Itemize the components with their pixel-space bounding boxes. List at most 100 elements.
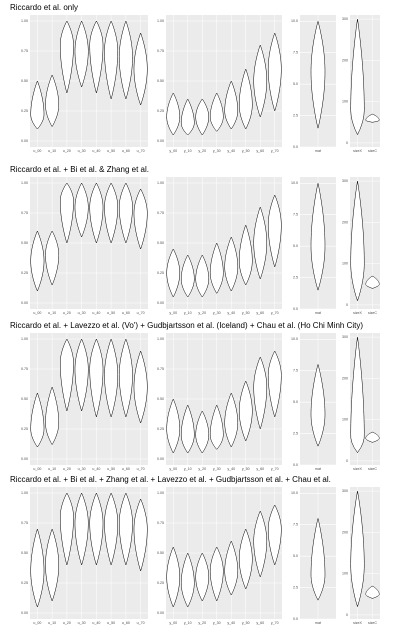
x-tick-label: u_00 <box>33 621 41 625</box>
violin <box>253 44 268 118</box>
x-tick-label: y_00 <box>169 467 177 471</box>
violin <box>224 540 239 596</box>
y-tick-label: 7.5 <box>293 51 298 55</box>
y-tick-label: 200 <box>342 376 348 380</box>
x-tick-label: y_20 <box>198 149 206 153</box>
y-tick-label: 300 <box>342 17 348 21</box>
x-tick-label: u_10 <box>48 467 56 471</box>
x-tick-label: y_10 <box>184 621 192 625</box>
violin <box>209 92 224 132</box>
violin <box>224 236 239 292</box>
x-tick-label: mat <box>315 149 321 153</box>
x-tick-label: u_50 <box>107 149 115 153</box>
y-tick-label: 100 <box>342 262 348 266</box>
y-tick-label: 200 <box>342 58 348 62</box>
violin <box>365 431 380 443</box>
x-tick-label: mat <box>315 467 321 471</box>
violin <box>74 182 89 238</box>
violin <box>104 338 119 418</box>
y-tick-label: 7.5 <box>293 369 298 373</box>
y-tick-label: 0.75 <box>21 49 28 53</box>
violin <box>267 194 282 268</box>
violin <box>238 224 253 286</box>
violin <box>253 356 268 430</box>
x-tick-label: y_20 <box>198 467 206 471</box>
y-tick-label: 200 <box>342 220 348 224</box>
x-tick-label: mat <box>315 621 321 625</box>
x-tick-label: u_20 <box>63 467 71 471</box>
violin <box>166 92 181 136</box>
violin <box>195 410 210 454</box>
y-tick-label: 5.0 <box>293 554 298 558</box>
y-tick-label: 0.50 <box>21 79 28 83</box>
x-tick-label: y_70 <box>271 149 279 153</box>
violin <box>166 248 181 298</box>
y-tick-label: 0.25 <box>157 581 164 585</box>
x-tick-label: u_40 <box>92 467 100 471</box>
y-tick-label: 5.0 <box>293 400 298 404</box>
x-tick-label: y_20 <box>198 311 206 315</box>
violin <box>267 350 282 418</box>
y-tick-label: 1.00 <box>157 181 164 185</box>
y-tick-label: 0.50 <box>21 551 28 555</box>
violin <box>195 552 210 602</box>
violin <box>310 363 326 447</box>
violin <box>209 404 224 450</box>
y-tick-label: 1.00 <box>21 337 28 341</box>
violin <box>45 230 60 286</box>
y-tick-label: 0.00 <box>21 301 28 305</box>
y-tick-label: 0.75 <box>21 367 28 371</box>
y-tick-label: 0.0 <box>293 463 298 467</box>
y-tick-label: 0.25 <box>157 427 164 431</box>
x-tick-label: y_50 <box>242 467 250 471</box>
y-tick-label: 7.5 <box>293 523 298 527</box>
y-tick-label: 0.25 <box>157 271 164 275</box>
x-tick-label: y_00 <box>169 149 177 153</box>
y-tick-label: 2.5 <box>293 586 298 590</box>
violin <box>365 585 380 599</box>
x-tick-label: y_70 <box>271 311 279 315</box>
y-tick-label: 2.5 <box>293 432 298 436</box>
violin <box>195 98 210 136</box>
y-tick-label: 0.25 <box>21 427 28 431</box>
x-tick-label: u_40 <box>92 311 100 315</box>
violin <box>30 230 45 292</box>
y-tick-label: 1.00 <box>21 181 28 185</box>
y-tick-label: 100 <box>342 418 348 422</box>
y-tick-label: 0.25 <box>21 271 28 275</box>
x-tick-label: y_30 <box>213 621 221 625</box>
y-tick-label: 0 <box>346 459 348 463</box>
y-tick-label: 7.5 <box>293 213 298 217</box>
y-tick-label: 0.00 <box>157 457 164 461</box>
violin <box>253 206 268 280</box>
y-tick-label: 10.0 <box>291 181 298 185</box>
violin <box>180 552 195 608</box>
x-tick-label: u_00 <box>33 467 41 471</box>
x-tick-label: u_20 <box>63 311 71 315</box>
violin <box>133 188 148 250</box>
row-title: Riccardo et al. + Bi et al. + Zhang et a… <box>10 475 331 484</box>
violin <box>238 528 253 590</box>
y-tick-label: 0.50 <box>157 551 164 555</box>
violin <box>365 275 380 289</box>
x-tick-label: y_40 <box>227 621 235 625</box>
violin <box>350 19 365 136</box>
violin <box>104 20 119 100</box>
x-tick-label: u_60 <box>122 311 130 315</box>
x-tick-label: sizeX <box>353 311 362 315</box>
x-tick-label: y_50 <box>242 621 250 625</box>
violin <box>224 392 239 448</box>
violin <box>118 20 133 100</box>
violin <box>89 182 104 244</box>
violin <box>365 113 380 123</box>
x-tick-label: y_10 <box>184 311 192 315</box>
x-tick-label: y_40 <box>227 311 235 315</box>
y-tick-label: 0.50 <box>157 241 164 245</box>
y-tick-label: 0 <box>346 303 348 307</box>
x-tick-label: y_10 <box>184 467 192 471</box>
violin <box>89 492 104 566</box>
y-tick-label: 5.0 <box>293 244 298 248</box>
y-tick-label: 300 <box>342 335 348 339</box>
violin <box>104 182 119 244</box>
x-tick-label: y_40 <box>227 467 235 471</box>
